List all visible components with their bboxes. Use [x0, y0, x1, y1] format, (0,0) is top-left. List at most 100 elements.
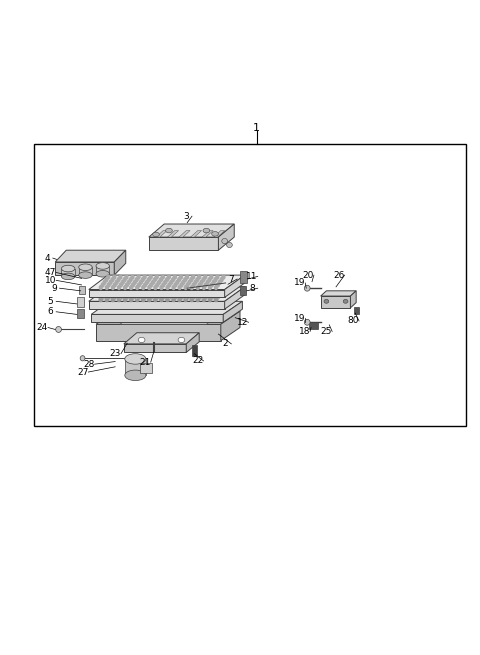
Circle shape — [143, 286, 146, 291]
Text: 80: 80 — [348, 316, 359, 326]
Ellipse shape — [304, 286, 310, 291]
Text: 11: 11 — [246, 272, 258, 281]
Circle shape — [105, 278, 108, 282]
Circle shape — [188, 291, 191, 296]
Ellipse shape — [304, 320, 310, 325]
Circle shape — [136, 286, 139, 290]
Ellipse shape — [96, 263, 109, 269]
Text: 9: 9 — [51, 284, 57, 293]
Polygon shape — [61, 269, 75, 276]
Circle shape — [170, 280, 173, 284]
Polygon shape — [191, 231, 202, 237]
Circle shape — [216, 294, 219, 299]
Text: 47: 47 — [45, 268, 56, 277]
Circle shape — [119, 294, 122, 299]
Circle shape — [166, 278, 168, 282]
Circle shape — [133, 291, 136, 296]
Circle shape — [117, 297, 120, 301]
Circle shape — [108, 283, 110, 287]
Circle shape — [124, 286, 127, 290]
Circle shape — [121, 291, 124, 296]
Circle shape — [210, 283, 213, 287]
Circle shape — [118, 286, 120, 290]
Circle shape — [196, 278, 199, 282]
Circle shape — [121, 280, 124, 284]
Circle shape — [113, 286, 116, 291]
Circle shape — [143, 275, 146, 279]
Circle shape — [196, 297, 200, 301]
Circle shape — [198, 275, 201, 279]
Bar — [34, 144, 466, 426]
Circle shape — [130, 286, 132, 290]
Circle shape — [208, 289, 211, 293]
Circle shape — [200, 280, 203, 284]
Ellipse shape — [203, 229, 210, 233]
Circle shape — [106, 286, 108, 290]
Circle shape — [153, 289, 156, 293]
Circle shape — [220, 278, 223, 282]
Circle shape — [117, 278, 120, 282]
Circle shape — [109, 291, 112, 296]
Circle shape — [105, 297, 108, 301]
Circle shape — [162, 283, 165, 287]
Circle shape — [194, 291, 197, 296]
Circle shape — [222, 275, 225, 279]
Circle shape — [123, 278, 126, 282]
Circle shape — [145, 291, 149, 296]
Circle shape — [194, 280, 197, 284]
Circle shape — [101, 294, 104, 299]
Ellipse shape — [61, 265, 75, 272]
Circle shape — [107, 294, 110, 299]
Circle shape — [127, 280, 130, 284]
Bar — [354, 307, 359, 314]
Polygon shape — [223, 301, 242, 322]
Circle shape — [144, 283, 146, 287]
Circle shape — [196, 286, 199, 290]
Ellipse shape — [210, 317, 217, 322]
Polygon shape — [89, 301, 225, 309]
Circle shape — [132, 283, 134, 287]
Circle shape — [192, 286, 195, 291]
Circle shape — [212, 291, 216, 296]
Text: 12: 12 — [237, 318, 249, 327]
Circle shape — [133, 280, 136, 284]
Circle shape — [188, 280, 191, 284]
Circle shape — [139, 291, 143, 296]
Ellipse shape — [222, 238, 228, 244]
Circle shape — [151, 291, 155, 296]
Ellipse shape — [227, 242, 232, 248]
Circle shape — [160, 297, 163, 301]
Circle shape — [212, 280, 215, 284]
Circle shape — [192, 275, 194, 279]
Circle shape — [135, 297, 139, 301]
Circle shape — [156, 283, 159, 287]
Circle shape — [168, 283, 171, 287]
Circle shape — [119, 286, 122, 291]
Polygon shape — [321, 291, 356, 296]
Circle shape — [105, 289, 108, 293]
Circle shape — [202, 278, 205, 282]
Circle shape — [156, 294, 159, 299]
Circle shape — [204, 275, 207, 279]
Circle shape — [154, 297, 157, 301]
Circle shape — [141, 278, 144, 282]
Circle shape — [220, 289, 223, 293]
Polygon shape — [321, 296, 350, 308]
Circle shape — [216, 275, 219, 279]
Bar — [77, 297, 84, 307]
Circle shape — [210, 294, 214, 299]
Text: 3: 3 — [183, 212, 189, 221]
Circle shape — [214, 297, 218, 301]
Ellipse shape — [178, 337, 185, 343]
Polygon shape — [186, 333, 199, 352]
Circle shape — [181, 291, 185, 296]
Polygon shape — [55, 262, 114, 275]
Circle shape — [119, 275, 122, 279]
Circle shape — [204, 283, 207, 287]
Circle shape — [166, 286, 169, 290]
Circle shape — [115, 291, 119, 296]
Circle shape — [171, 289, 175, 293]
Circle shape — [214, 278, 217, 282]
Circle shape — [192, 283, 195, 287]
Circle shape — [149, 286, 152, 291]
